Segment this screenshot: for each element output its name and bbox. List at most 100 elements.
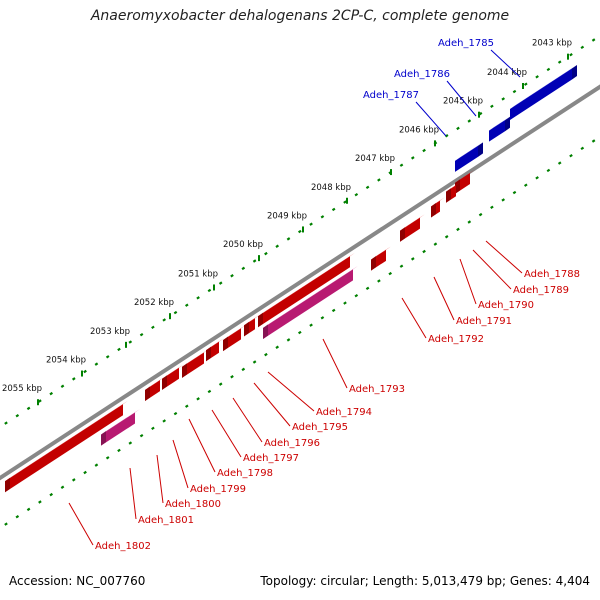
track-dot (377, 279, 381, 283)
kbp-tick-label: 2052 kbp (134, 298, 174, 308)
track-dot (523, 183, 528, 187)
gene-front-face (5, 404, 123, 493)
track-dot (557, 60, 562, 64)
kbp-tick-label: 2044 kbp (487, 68, 527, 78)
track-dot (569, 52, 573, 57)
gene-feature-adeh-1799: Adeh_1799 (162, 364, 246, 495)
map-title: Anaeromyxobacter dehalogenans 2CP-C, com… (90, 8, 510, 24)
gene-top-face (101, 408, 140, 435)
track-dot (15, 515, 20, 519)
track-dot (456, 126, 460, 131)
track-dot (60, 384, 65, 388)
track-dot (410, 156, 415, 160)
gene-top-face (263, 265, 358, 329)
kbp-tick-label: 2054 kbp (46, 356, 86, 366)
gene-top-face (5, 400, 128, 482)
gene-end-face (206, 346, 211, 362)
gene-top-face (455, 142, 483, 161)
track-dot (286, 338, 291, 342)
track-dot (343, 200, 347, 204)
gene-feature-adeh-1800: Adeh_1800 (145, 376, 221, 510)
track-dot (275, 345, 280, 349)
track-dot (151, 426, 155, 431)
gene-label: Adeh_1802 (95, 541, 151, 552)
track-dot (83, 369, 87, 374)
gene-top-face (489, 116, 510, 131)
gene-label-connector (490, 49, 521, 78)
gene-label: Adeh_1788 (524, 269, 580, 280)
gene-top-face (510, 65, 577, 109)
gene-label-connector (472, 249, 512, 290)
gene-label-connector (156, 454, 164, 504)
track-dot (128, 340, 133, 344)
track-dot (117, 347, 121, 352)
gene-label-connector (68, 502, 94, 546)
gene-feature-adeh-1797: Adeh_1797 (206, 338, 299, 464)
accession-text: Accession: NC_007760 (9, 574, 146, 588)
track-dot (151, 325, 155, 330)
track-dot (71, 478, 76, 482)
track-dot (377, 178, 381, 182)
track-dot (535, 176, 539, 180)
kbp-tick-label: 2046 kbp (399, 125, 439, 135)
track-dot (139, 433, 144, 438)
track-dot (591, 139, 596, 143)
gene-label-connector (211, 409, 242, 458)
track-dot (410, 257, 415, 261)
track-dot (512, 89, 517, 94)
track-dot (4, 421, 8, 425)
gene-label: Adeh_1790 (478, 300, 534, 311)
track-dot (331, 207, 336, 212)
kbp-tick-label: 2048 kbp (311, 183, 351, 193)
track-dot (444, 134, 449, 138)
gene-end-face (572, 65, 577, 80)
track-dot (162, 318, 167, 322)
inner-tick-track (4, 139, 596, 526)
track-dot (184, 404, 189, 408)
gene-label: Adeh_1797 (243, 453, 299, 464)
gene-label-connector (188, 418, 216, 473)
gene-label: Adeh_1786 (394, 69, 450, 80)
track-dot (230, 274, 234, 278)
gene-label: Adeh_1801 (138, 515, 194, 526)
track-dot (286, 237, 291, 241)
track-dot (26, 406, 31, 411)
gene-label: Adeh_1792 (428, 334, 484, 345)
track-dot (162, 419, 167, 423)
track-dot (422, 249, 426, 254)
gene-label-connector (415, 101, 447, 137)
kbp-tick-label: 2047 kbp (355, 154, 395, 164)
track-dot (580, 45, 585, 50)
gene-end-face (431, 202, 436, 218)
kbp-tick-label: 2049 kbp (267, 211, 307, 221)
gene-top-face (400, 214, 425, 231)
track-dot (343, 301, 347, 305)
track-dot (399, 264, 404, 268)
track-dot (422, 148, 426, 153)
gene-label-connector (232, 397, 263, 443)
track-dot (478, 212, 483, 217)
gene-label-connector (401, 297, 427, 339)
track-dot (139, 332, 144, 337)
track-dot (230, 375, 234, 379)
track-dot (196, 296, 200, 300)
track-dot (580, 146, 585, 151)
track-dot (275, 244, 280, 248)
gene-end-face (505, 116, 510, 132)
gene-front-face (182, 352, 204, 378)
track-dot (173, 310, 178, 315)
gene-end-face (101, 431, 106, 446)
kbp-tick-label: 2055 kbp (2, 384, 42, 394)
track-dot (501, 198, 506, 202)
track-dot (433, 242, 438, 246)
gene-label: Adeh_1800 (165, 499, 221, 510)
gene-end-face (371, 256, 376, 271)
gene-end-face (263, 324, 268, 340)
track-dot (105, 355, 110, 359)
track-dot (399, 163, 404, 167)
gene-end-face (455, 179, 460, 194)
track-dot (354, 293, 359, 298)
track-dot (218, 281, 223, 285)
outer-tick-track (4, 38, 596, 425)
